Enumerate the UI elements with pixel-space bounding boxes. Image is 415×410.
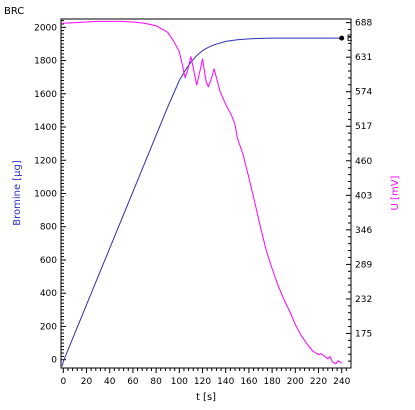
y-right-tick-label: 289	[355, 260, 372, 270]
x-tick-label: 180	[264, 377, 281, 387]
y-left-tick-label: 1000	[34, 190, 57, 200]
y-left-tick-label: 800	[40, 223, 57, 233]
series-line-voltage	[61, 20, 342, 365]
x-tick-label: 160	[240, 377, 257, 387]
y-left-tick-label: 600	[40, 256, 57, 266]
y-axis-left-title: Bromine [µg]	[12, 160, 23, 226]
y-left-tick-label: 200	[40, 322, 57, 332]
x-tick-label: 200	[287, 377, 304, 387]
x-tick-label: 80	[150, 377, 162, 387]
y-left-tick-label: 1200	[34, 156, 57, 166]
y-right-tick-label: 232	[355, 295, 372, 305]
y-right-tick-label: 460	[355, 157, 372, 167]
plot-frame	[60, 18, 352, 369]
y-right-tick-label: 346	[355, 226, 372, 236]
y-left-tick-label: 0	[51, 356, 57, 366]
y-axis-right-title: U [mV]	[390, 175, 401, 210]
x-axis-title: t [s]	[196, 392, 216, 403]
series-line-bromine	[61, 37, 342, 367]
y-right-tick-label: 574	[355, 88, 372, 98]
y-left-tick-label: 1600	[34, 90, 57, 100]
right-axis: 175 232 289 346 403 460 517 574 631 688	[346, 19, 372, 369]
chart-title: BRC	[4, 6, 24, 17]
left-axis: 0 200 400 600 800 1000 1200 1400 1600 1800 2000	[34, 20, 66, 366]
y-left-tick-label: 2000	[34, 23, 57, 33]
x-tick-label: 120	[194, 377, 211, 387]
y-left-tick-label: 400	[40, 289, 57, 299]
y-left-tick-label: 1800	[34, 57, 57, 67]
bottom-axis: 0 20 40 60 80 100 120 140 160 180 200 220 240	[60, 368, 351, 387]
series-layer: E	[61, 20, 353, 367]
y-right-tick-label: 175	[355, 329, 372, 339]
y-right-tick-label: 403	[355, 191, 372, 201]
x-tick-label: 0	[60, 377, 66, 387]
x-tick-label: 220	[310, 377, 327, 387]
x-tick-label: 40	[104, 377, 116, 387]
y-right-tick-label: 631	[355, 53, 372, 63]
end-point-label: E	[347, 34, 353, 44]
x-tick-label: 140	[217, 377, 234, 387]
y-right-tick-label: 688	[355, 19, 372, 29]
x-tick-label: 60	[127, 377, 139, 387]
x-tick-label: 100	[171, 377, 188, 387]
x-tick-label: 240	[333, 377, 350, 387]
y-right-tick-label: 517	[355, 122, 372, 132]
x-tick-label: 20	[81, 377, 93, 387]
y-left-tick-label: 1400	[34, 123, 57, 133]
end-point-marker	[339, 35, 345, 41]
